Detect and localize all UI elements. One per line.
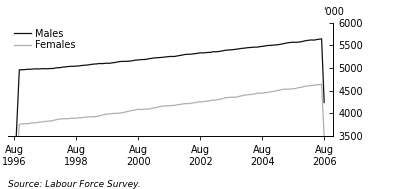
Males <box>319 38 324 40</box>
Legend: Males, Females: Males, Females <box>13 28 77 51</box>
Females <box>206 100 210 102</box>
Females <box>301 86 306 88</box>
Males <box>43 68 48 70</box>
Text: '000: '000 <box>323 7 344 17</box>
Females <box>144 108 148 110</box>
Females <box>43 120 48 123</box>
Females <box>319 83 324 85</box>
Males <box>301 40 306 42</box>
Text: Source: Labour Force Survey.: Source: Labour Force Survey. <box>8 180 141 189</box>
Females <box>84 116 89 118</box>
Males <box>84 64 89 66</box>
Line: Males: Males <box>14 39 324 183</box>
Males <box>206 51 210 53</box>
Females <box>221 97 226 100</box>
Males <box>12 181 17 184</box>
Line: Females: Females <box>14 84 324 189</box>
Males <box>322 101 327 104</box>
Males <box>221 50 226 52</box>
Males <box>144 58 148 60</box>
Females <box>322 136 327 138</box>
